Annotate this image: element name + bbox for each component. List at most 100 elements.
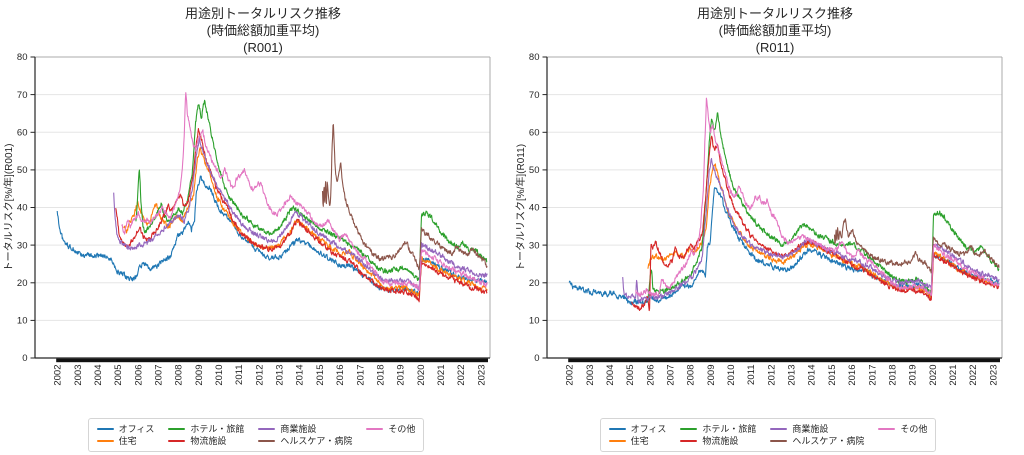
- legend-item-logistics: 物流施設: [168, 435, 244, 447]
- y-tick-label: 10: [17, 316, 28, 327]
- legend-item-office: オフィス: [608, 423, 666, 435]
- minor-tick-bar: [56, 358, 488, 363]
- legend-item-residential: 住宅: [608, 435, 667, 447]
- legend-label: その他: [388, 424, 416, 434]
- x-tick-label: 2023: [476, 365, 487, 386]
- x-tick-label: 2012: [254, 365, 265, 386]
- series-line-residential: [647, 163, 1000, 300]
- legend-line-icon: [258, 439, 276, 443]
- x-tick-label: 2017: [867, 365, 878, 386]
- x-tick-label: 2020: [416, 365, 427, 386]
- x-tick-label: 2020: [928, 365, 939, 386]
- legend-line-icon: [96, 427, 114, 431]
- legend-item-healthcare: ヘルスケア・病院: [258, 435, 352, 447]
- y-tick-label: 70: [529, 90, 540, 101]
- legend-line-icon: [608, 439, 626, 443]
- plot-r001: 0 10 20 30 40 50 60 70 80 2002 2003 2004 2005 2006 200…: [2, 6, 491, 386]
- x-tick-label: 2018: [375, 365, 386, 386]
- minor-tick-bar: [568, 358, 1000, 363]
- y-tick-label: 80: [17, 52, 28, 63]
- y-tick-label: 50: [529, 165, 540, 176]
- x-tick-label: 2016: [847, 365, 858, 386]
- x-tick-label: 2016: [335, 365, 346, 386]
- x-tick-label: 2011: [746, 365, 757, 385]
- x-tick-label: 2002: [565, 365, 576, 386]
- y-tick-label: 20: [529, 278, 540, 289]
- y-tick-label: 60: [529, 127, 540, 138]
- legend-line-icon: [168, 427, 186, 431]
- legend-item-retail: 商業施設: [770, 423, 864, 435]
- x-tick-label: 2010: [214, 365, 225, 386]
- x-tick-label: 2007: [154, 365, 165, 386]
- x-tick-label: 2006: [133, 365, 144, 386]
- series-line-hotel: [135, 99, 488, 282]
- x-tick-label: 2004: [605, 365, 616, 386]
- legend-label: 物流施設: [702, 436, 739, 446]
- x-tick-label: 2008: [686, 365, 697, 386]
- chart-title: 用途別トータルリスク推移: [185, 6, 341, 21]
- chart-subtitle: (時価総額加重平均): [719, 23, 832, 38]
- y-tick-label: 50: [17, 165, 28, 176]
- x-tick-label: 2019: [396, 365, 407, 386]
- legend-line-icon: [680, 427, 698, 431]
- y-axis-label: トータルリスク[%/年](R001): [2, 144, 15, 272]
- legend-item-retail: 商業施設: [258, 423, 352, 435]
- legend-item-hotel: ホテル・旅館: [680, 423, 756, 435]
- x-tick-label: 2017: [355, 365, 366, 386]
- x-tick-label: 2019: [908, 365, 919, 386]
- x-tick-label: 2015: [315, 365, 326, 386]
- y-tick-label: 0: [534, 353, 539, 364]
- legend-line-icon: [770, 439, 788, 443]
- x-tick-label: 2002: [53, 365, 64, 386]
- x-tick-label: 2004: [93, 365, 104, 386]
- legend-label: ヘルスケア・病院: [792, 436, 865, 446]
- x-tick-label: 2003: [585, 365, 596, 386]
- legend-item-other: その他: [366, 423, 415, 435]
- x-tick-label: 2009: [194, 365, 205, 386]
- y-tick-label: 70: [17, 90, 28, 101]
- legend-item-logistics: 物流施設: [680, 435, 756, 447]
- x-tick-label: 2014: [807, 365, 818, 386]
- legend-r011: オフィス 住宅 ホテル・旅館 物流施設 商業施設 ヘルスケア・病院 その他: [599, 418, 937, 452]
- series-line-other: [121, 92, 488, 292]
- x-tick-label: 2005: [113, 365, 124, 386]
- chart-panel-r001: 0 10 20 30 40 50 60 70 80 2002 2003 2004 2005 2006 200…: [2, 6, 491, 452]
- legend-label: ヘルスケア・病院: [280, 436, 353, 446]
- x-tick-label: 2013: [787, 365, 798, 386]
- series-line-healthcare: [833, 218, 1000, 274]
- x-tick-label: 2022: [456, 365, 467, 386]
- x-tick-label: 2008: [174, 365, 185, 386]
- x-tick-label: 2015: [827, 365, 838, 386]
- legend-r001: オフィス 住宅 ホテル・旅館 物流施設 商業施設 ヘルスケア・病院 その他: [87, 418, 425, 452]
- x-tick-label: 2012: [766, 365, 777, 386]
- legend-item-other: その他: [878, 423, 927, 435]
- x-tick-label: 2023: [988, 365, 999, 386]
- y-axis-label: トータルリスク[%/年](R011): [514, 144, 527, 271]
- legend-label: 住宅: [118, 436, 137, 446]
- legend-label: 住宅: [630, 436, 649, 446]
- x-tick-label: 2007: [666, 365, 677, 386]
- y-tick-label: 40: [529, 203, 540, 214]
- y-tick-label: 20: [17, 278, 28, 289]
- legend-line-icon: [878, 427, 896, 431]
- legend-line-icon: [608, 427, 626, 431]
- legend-label: 商業施設: [280, 424, 317, 434]
- x-tick-label: 2018: [887, 365, 898, 386]
- legend-label: ホテル・旅館: [702, 424, 757, 434]
- y-tick-label: 60: [17, 127, 28, 138]
- legend-wrap-r011: オフィス 住宅 ホテル・旅館 物流施設 商業施設 ヘルスケア・病院 その他: [512, 418, 1024, 452]
- y-tick-label: 0: [22, 353, 27, 364]
- legend-line-icon: [680, 439, 698, 443]
- legend-line-icon: [168, 439, 186, 443]
- x-tick-label: 2021: [436, 365, 447, 386]
- legend-item-office: オフィス: [96, 423, 154, 435]
- legend-line-icon: [258, 427, 276, 431]
- x-tick-label: 2021: [948, 365, 959, 386]
- legend-line-icon: [366, 427, 384, 431]
- legend-item-healthcare: ヘルスケア・病院: [770, 435, 864, 447]
- y-tick-label: 40: [17, 203, 28, 214]
- x-tick-label: 2022: [968, 365, 979, 386]
- series-line-office: [568, 187, 1000, 306]
- chart-panel-id: (R011): [756, 40, 795, 55]
